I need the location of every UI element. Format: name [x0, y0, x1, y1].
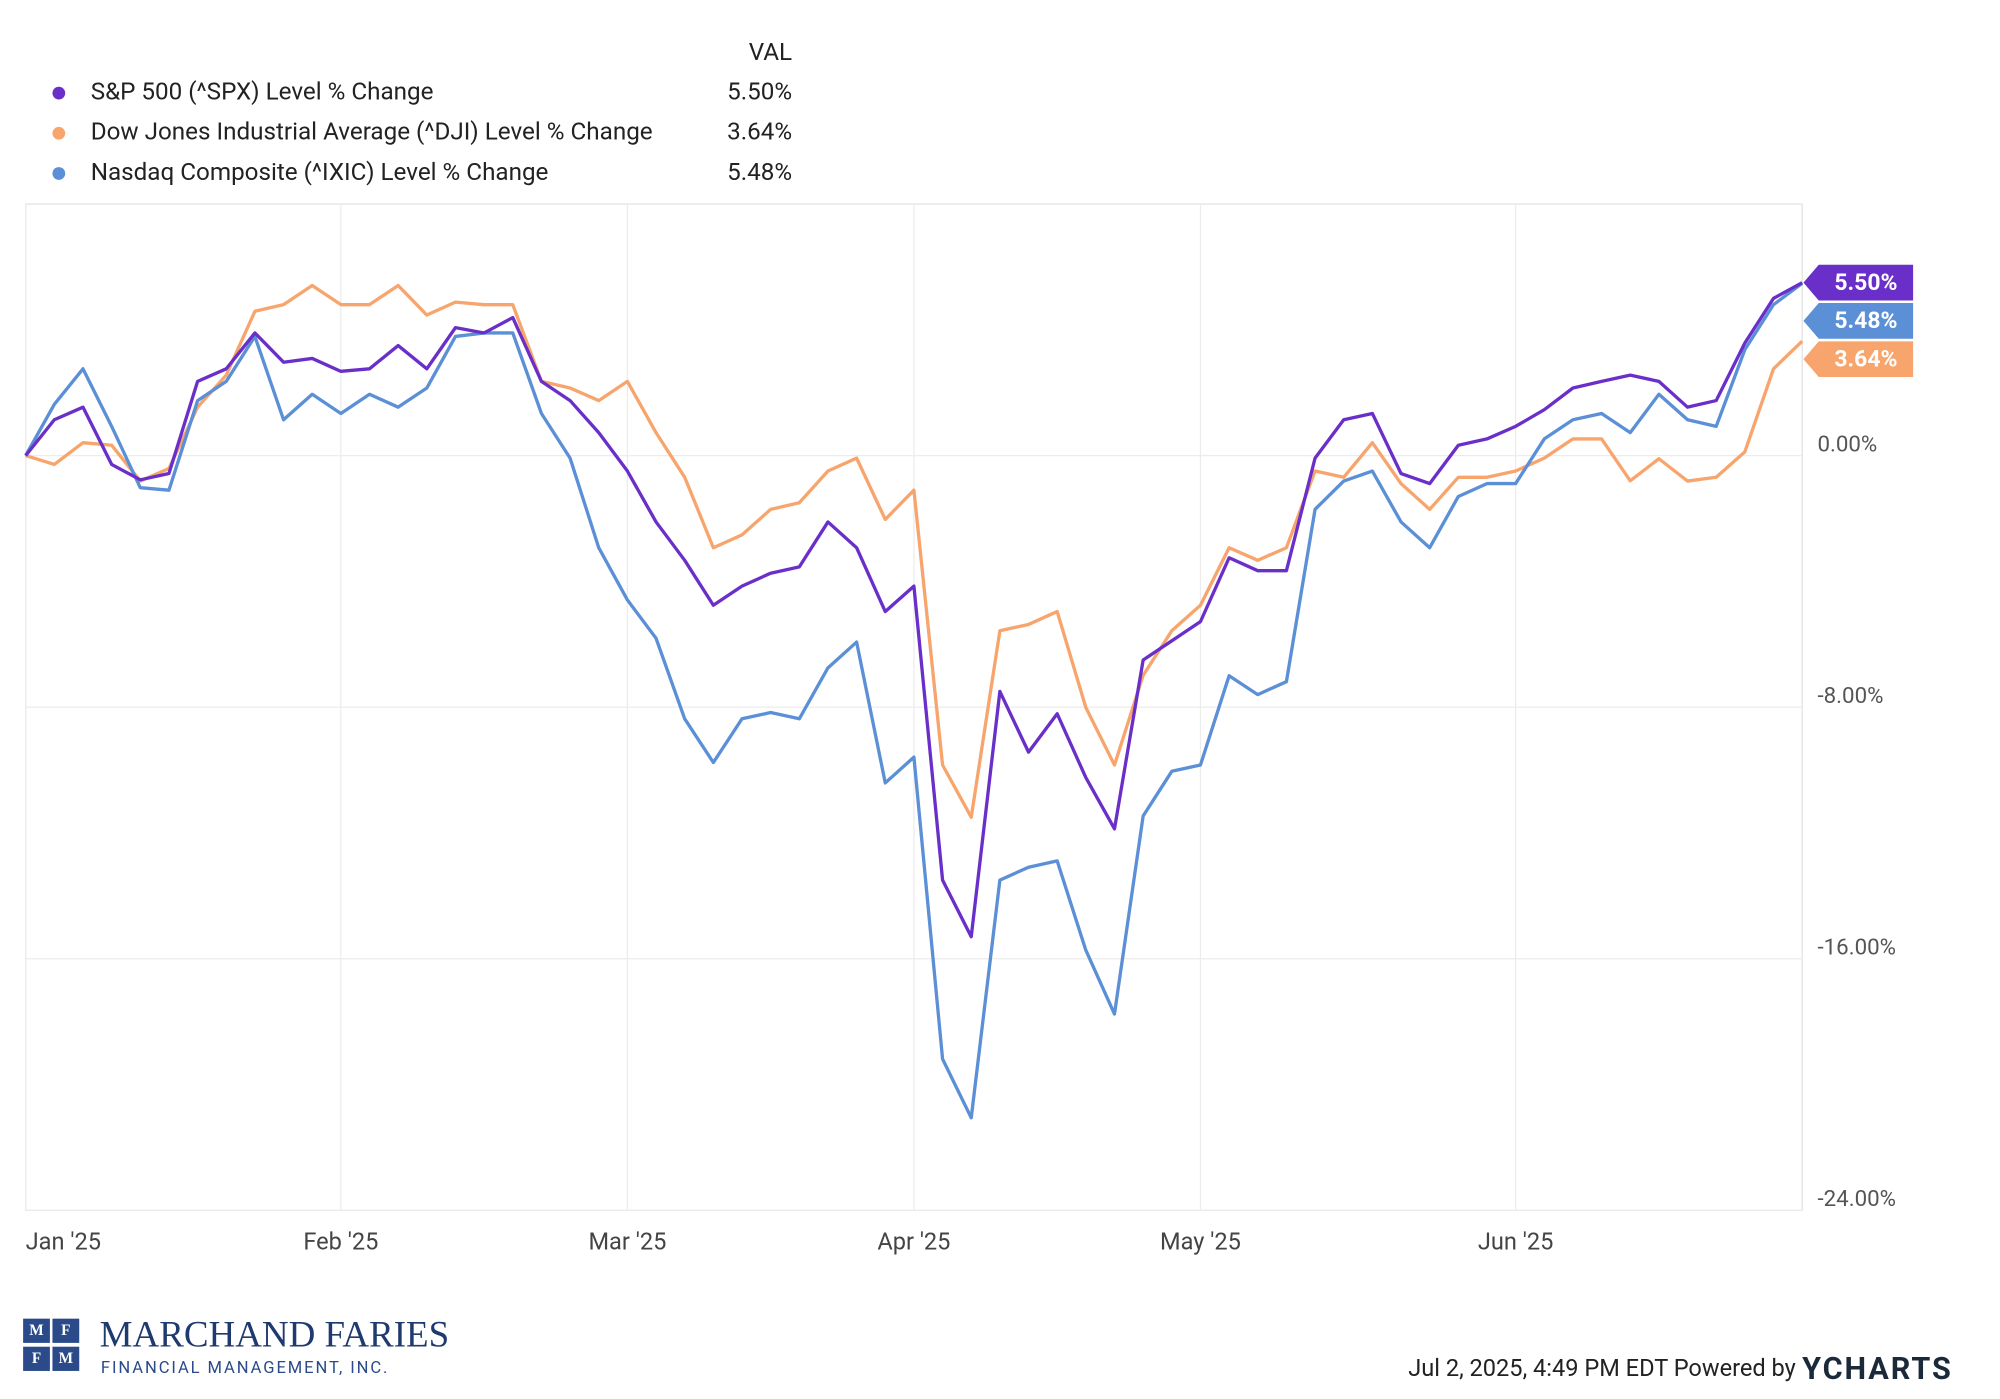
- footer-brand: YCHARTS: [1802, 1352, 1953, 1387]
- logo: M F F M MARCHAND FARIES FINANCIAL MANAGE…: [23, 1313, 450, 1378]
- legend-marker: [52, 86, 66, 100]
- y-tick-label: -16.00%: [1817, 934, 1896, 960]
- series-line: [25, 283, 1804, 819]
- logo-letter: F: [61, 1322, 70, 1339]
- legend-label: Dow Jones Industrial Average (^DJI) Leve…: [91, 118, 653, 146]
- legend-marker: [52, 167, 66, 180]
- logo-tile: [52, 1318, 80, 1343]
- legend-value: 3.64%: [727, 118, 792, 146]
- legend-value: 5.48%: [727, 158, 792, 186]
- logo-subtitle: FINANCIAL MANAGEMENT, INC.: [101, 1359, 389, 1378]
- legend-marker: [52, 126, 66, 140]
- x-tick-label: Jun '25: [1478, 1228, 1554, 1256]
- end-flag: [1803, 264, 1914, 301]
- end-flag-label: 5.48%: [1834, 307, 1897, 334]
- end-flag: [1803, 303, 1914, 339]
- x-tick-label: Apr '25: [877, 1228, 950, 1256]
- footer-timestamp: Jul 2, 2025, 4:49 PM EDT Powered by: [1408, 1354, 1796, 1382]
- legend-value: 5.50%: [727, 78, 792, 106]
- end-flag-label: 3.64%: [1834, 346, 1897, 373]
- legend-header: VAL: [749, 38, 792, 66]
- y-tick-label: -24.00%: [1817, 1186, 1896, 1212]
- logo-letter: F: [32, 1350, 41, 1367]
- logo-tile: [52, 1346, 80, 1371]
- y-tick-label: 0.00%: [1817, 431, 1877, 457]
- logo-letter: M: [59, 1350, 73, 1367]
- logo-tile: [23, 1346, 50, 1371]
- legend-label: S&P 500 (^SPX) Level % Change: [91, 78, 434, 106]
- series-line: [24, 281, 1804, 1120]
- end-flag: [1803, 341, 1914, 378]
- logo-tile: [23, 1318, 50, 1343]
- end-flag-label: 5.50%: [1834, 269, 1897, 296]
- x-tick-label: Mar '25: [588, 1228, 666, 1256]
- y-tick-label: -8.00%: [1817, 683, 1883, 709]
- x-tick-label: May '25: [1160, 1228, 1241, 1256]
- legend-label: Nasdaq Composite (^IXIC) Level % Change: [91, 158, 549, 186]
- series-line: [24, 281, 1803, 939]
- x-tick-label: Jan '25: [26, 1228, 101, 1256]
- logo-letter: M: [29, 1322, 43, 1339]
- logo-name: MARCHAND FARIES: [100, 1313, 450, 1354]
- x-tick-label: Feb '25: [303, 1228, 378, 1256]
